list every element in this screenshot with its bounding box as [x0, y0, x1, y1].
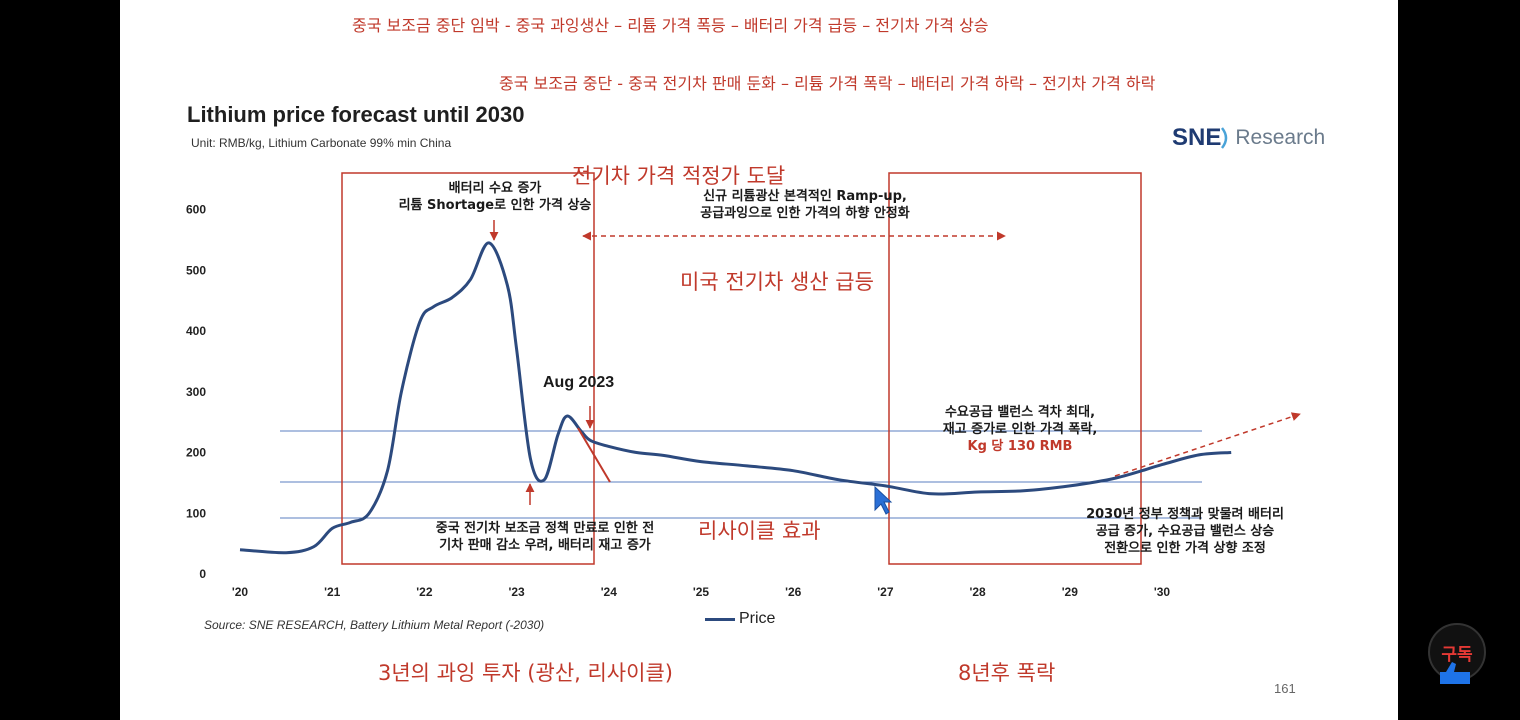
aug-2023-label: Aug 2023 [543, 374, 615, 391]
highlight-box-right [888, 172, 1142, 565]
highlight-boxes [341, 172, 1142, 565]
y-tick-200: 200 [186, 446, 206, 460]
legend-label: Price [739, 610, 776, 627]
subscribe-badge-text: 구독 [1441, 645, 1473, 665]
logo-brand: SNE [1172, 124, 1222, 151]
highlight-box-left [341, 172, 595, 565]
x-axis-ticks: '20 '21 '22 '23 '24 '25 '26 '27 '28 '29 '30 [232, 585, 1171, 599]
recycle-effect-note: 리사이클 효과 [698, 519, 821, 543]
slide: 0 100 200 300 400 500 600 '20'21'22'23'24'25'2… [120, 0, 1398, 720]
balance-gap-annotation: 수요공급 밸런스 격차 최대, 재고 증가로 인한 가격 폭락, Kg 당 13… [905, 404, 1135, 455]
top-annotation-2: 중국 보조금 중단 - 중국 전기차 판매 둔화 – 리튬 가격 폭락 – 배터… [499, 74, 1156, 93]
chart-source: Source: SNE RESEARCH, Battery Lithium Me… [204, 618, 545, 632]
y-tick-300: 300 [186, 385, 206, 399]
x-tick-9: '29 [1062, 585, 1079, 599]
y-tick-100: 100 [186, 506, 206, 520]
top-annotation-1: 중국 보조금 중단 임박 - 중국 과잉생산 – 리튬 가격 폭등 – 배터리 … [352, 16, 989, 35]
policy-annotation-line-2: 공급 증가, 수요공급 밸런스 상승 [1095, 524, 1275, 539]
chart-unit-note: Unit: RMB/kg, Lithium Carbonate 99% min … [191, 136, 452, 150]
overinvestment-note: 3년의 과잉 투자 (광산, 리사이클) [378, 661, 673, 685]
ramp-up-annotation-line-2: 공급과잉으로 인한 가격의 하향 안정화 [700, 206, 910, 221]
sne-research-logo: SNE Research [1172, 124, 1325, 152]
subsidy-end-annotation: 중국 전기차 보조금 정책 만료로 인한 전 기차 판매 감소 우려, 배터리 … [395, 520, 695, 554]
balance-gap-annotation-line-2: 재고 증가로 인한 가격 폭락, [942, 422, 1098, 437]
peak-annotation: 배터리 수요 증가 리튬 Shortage로 인한 가격 상승 [375, 180, 615, 214]
kg-price-label: Kg 당 130 RMB [967, 439, 1073, 454]
x-tick-4: '24 [601, 585, 618, 599]
policy-annotation-line-3: 전환으로 인한 가격 상향 조정 [1104, 541, 1266, 556]
policy-annotation-line-1: 2030년 정부 정책과 맞물려 배터리 [1086, 507, 1284, 522]
y-tick-0: 0 [199, 567, 206, 581]
x-tick-8: '28 [969, 585, 986, 599]
page-number: 161 [1274, 681, 1296, 696]
subsidy-end-annotation-line-2: 기차 판매 감소 우려, 배터리 재고 증가 [439, 538, 651, 553]
decline-slash [577, 427, 611, 483]
policy-annotation: 2030년 정부 정책과 맞물려 배터리 공급 증가, 수요공급 밸런스 상승 … [1060, 506, 1310, 557]
x-tick-10: '30 [1154, 585, 1171, 599]
y-tick-500: 500 [186, 263, 206, 277]
mouse-cursor-icon [874, 485, 893, 515]
ramp-up-annotation-line-1: 신규 리튬광산 본격적인 Ramp-up, [703, 189, 907, 204]
us-ev-surge-note: 미국 전기차 생산 급등 [680, 270, 874, 294]
subsidy-end-annotation-line-1: 중국 전기차 보조금 정책 만료로 인한 전 [435, 521, 655, 536]
peak-annotation-line-2: 리튬 Shortage로 인한 가격 상승 [398, 198, 592, 213]
logo-wave-icon [1221, 127, 1228, 149]
x-tick-3: '23 [508, 585, 525, 599]
ev-price-reach-note: 전기차 가격 적정가 도달 [572, 164, 786, 188]
y-tick-400: 400 [186, 324, 206, 338]
logo-word: Research [1235, 126, 1326, 149]
x-tick-5: '25 [693, 585, 710, 599]
y-tick-600: 600 [186, 203, 206, 217]
price-series-line [239, 241, 1232, 555]
uptrend-arrow [1114, 412, 1301, 477]
subscribe-badge[interactable]: 구독 [1426, 622, 1488, 694]
chart-title: Lithium price forecast until 2030 [187, 102, 525, 127]
chart-legend: Price [705, 610, 775, 628]
peak-annotation-line-1: 배터리 수요 증가 [448, 181, 542, 196]
y-axis-ticks: 0 100 200 300 400 500 600 [186, 203, 206, 582]
legend-swatch [705, 617, 735, 621]
x-tick-2: '22 [416, 585, 433, 599]
subscribe-badge-icon: 구독 [1428, 623, 1486, 684]
balance-gap-annotation-line-1: 수요공급 밸런스 격차 최대, [944, 405, 1096, 420]
ramp-up-annotation: 신규 리튬광산 본격적인 Ramp-up, 공급과잉으로 인한 가격의 하향 안… [640, 188, 970, 222]
x-tick-7: '27 [877, 585, 894, 599]
reference-lines [280, 430, 1202, 519]
crash-note: 8년후 폭락 [958, 661, 1056, 685]
x-tick-0: '20 [232, 585, 249, 599]
annotation-arrows [489, 220, 1301, 505]
x-tick-6: '26 [785, 585, 802, 599]
x-tick-1: '21 [324, 585, 341, 599]
